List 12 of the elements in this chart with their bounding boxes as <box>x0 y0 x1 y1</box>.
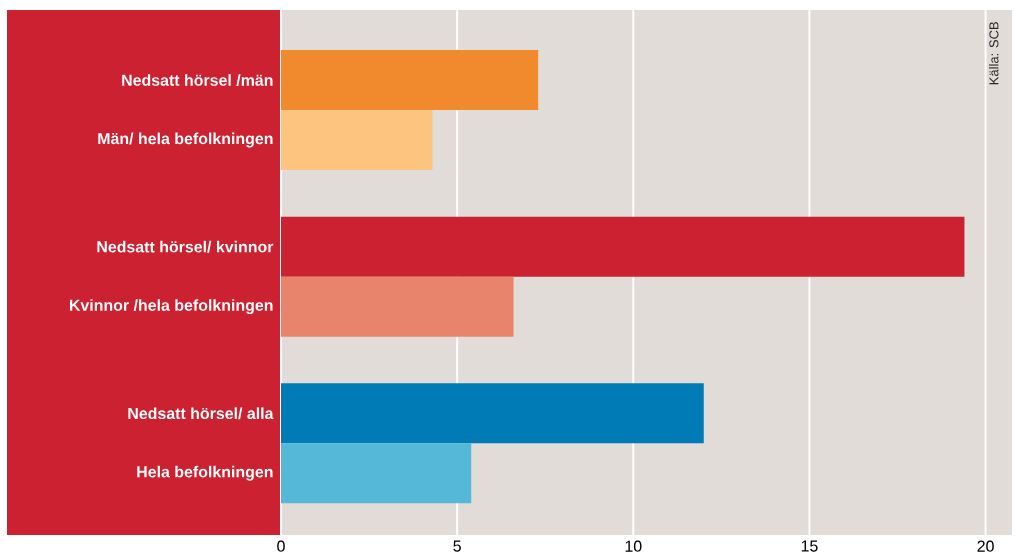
y-tick-label: Nedsatt hörsel/ kvinnor <box>97 240 274 253</box>
x-tick-label: 5 <box>453 540 461 552</box>
x-tick-label: 20 <box>977 540 994 552</box>
y-tick-label: Nedsatt hörsel /män <box>122 74 273 87</box>
y-tick-label: Män/ hela befolkningen <box>98 132 273 148</box>
x-tick-label: 10 <box>625 540 642 552</box>
x-tick-label: 0 <box>277 540 285 552</box>
x-tick-label: 15 <box>801 540 818 552</box>
y-tick-label: Nedsatt hörsel/ alla <box>128 407 274 420</box>
annotation: Källa: SCB <box>988 22 999 85</box>
y-tick-label: Kvinnor /hela befolkningen <box>69 299 273 315</box>
y-tick-label: Hela befolkningen <box>137 465 273 481</box>
